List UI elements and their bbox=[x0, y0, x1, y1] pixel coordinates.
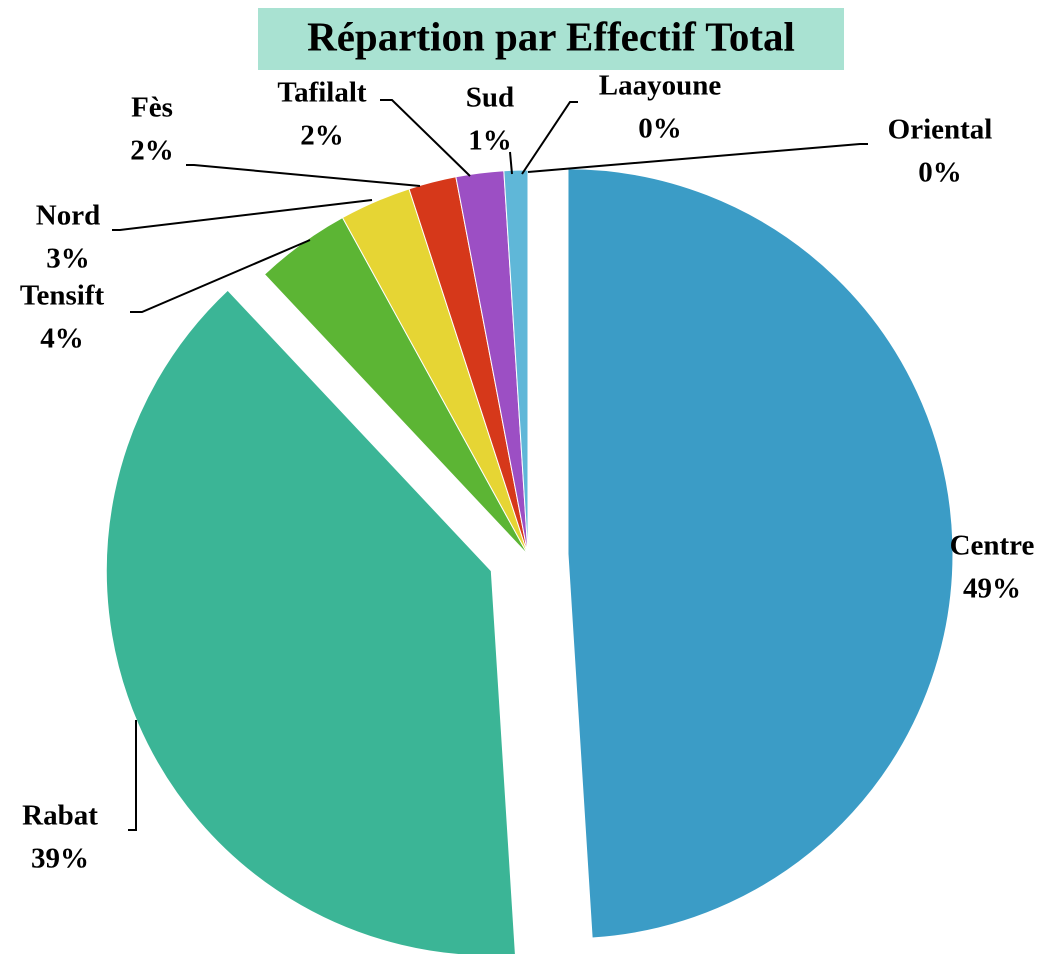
category-label: Fès bbox=[131, 92, 173, 124]
value-label: 4% bbox=[40, 323, 84, 355]
pie bbox=[105, 168, 954, 954]
leader-line bbox=[527, 143, 868, 173]
chart-title: Répartion par Effectif Total bbox=[307, 13, 795, 59]
category-label: Tafilalt bbox=[277, 77, 367, 109]
leader-line bbox=[112, 199, 373, 231]
value-label: 3% bbox=[46, 243, 90, 275]
leader-line bbox=[509, 151, 513, 175]
category-label: Sud bbox=[466, 82, 514, 114]
value-label: 39% bbox=[31, 843, 89, 875]
category-label: Nord bbox=[36, 200, 100, 232]
value-label: 0% bbox=[638, 113, 682, 145]
value-label: 2% bbox=[130, 135, 174, 167]
leader-line bbox=[521, 101, 578, 175]
title-background bbox=[258, 8, 844, 70]
value-label: 1% bbox=[468, 125, 512, 157]
value-label: 2% bbox=[300, 120, 344, 152]
leader-line bbox=[128, 720, 137, 831]
pie-slice bbox=[105, 289, 516, 954]
labels: Centre 49% Rabat 39% Tensift 4% Nord 3% Fès 2% Taf… bbox=[20, 70, 1035, 875]
leader-line bbox=[186, 164, 421, 187]
value-label: 0% bbox=[918, 157, 962, 189]
category-label: Centre bbox=[950, 530, 1035, 562]
category-label: Oriental bbox=[888, 114, 993, 146]
category-label: Tensift bbox=[20, 280, 105, 312]
leader-line bbox=[380, 99, 471, 177]
category-label: Rabat bbox=[22, 800, 98, 832]
pie-slice bbox=[567, 168, 954, 939]
value-label: 49% bbox=[963, 573, 1021, 605]
leader-line bbox=[130, 239, 311, 313]
category-label: Laayoune bbox=[599, 70, 722, 102]
